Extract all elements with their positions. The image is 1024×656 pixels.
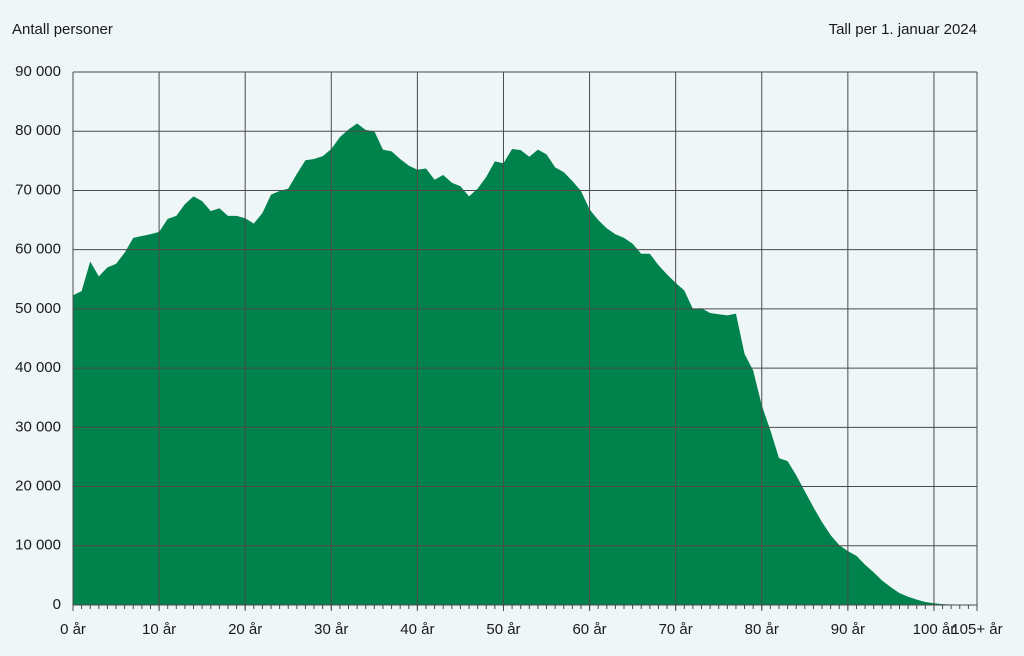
y-tick-label: 60 000 (15, 241, 61, 258)
x-tick-label: 30 år (314, 621, 348, 638)
x-tick-label: 90 år (831, 621, 865, 638)
y-tick-label: 0 (53, 596, 61, 613)
x-tick-label: 20 år (228, 621, 262, 638)
y-tick-label: 80 000 (15, 122, 61, 139)
chart-title: Antall personer (12, 21, 113, 38)
x-tick-label: 105+ år (951, 621, 1002, 638)
y-tick-label: 40 000 (15, 359, 61, 376)
x-tick-label: 50 år (486, 621, 520, 638)
x-tick-label: 80 år (745, 621, 779, 638)
y-tick-label: 20 000 (15, 478, 61, 495)
x-tick-label: 0 år (60, 621, 86, 638)
y-tick-label: 70 000 (15, 181, 61, 198)
y-tick-label: 90 000 (15, 63, 61, 80)
y-tick-label: 50 000 (15, 300, 61, 317)
area (73, 123, 977, 606)
chart-subtitle: Tall per 1. januar 2024 (829, 21, 977, 38)
x-tick-label: 100 år (913, 621, 956, 638)
y-tick-label: 10 000 (15, 537, 61, 554)
x-tick-label: 10 år (142, 621, 176, 638)
y-tick-label: 30 000 (15, 418, 61, 435)
x-tick-label: 70 år (659, 621, 693, 638)
x-tick-label: 40 år (400, 621, 434, 638)
x-tick-label: 60 år (572, 621, 606, 638)
